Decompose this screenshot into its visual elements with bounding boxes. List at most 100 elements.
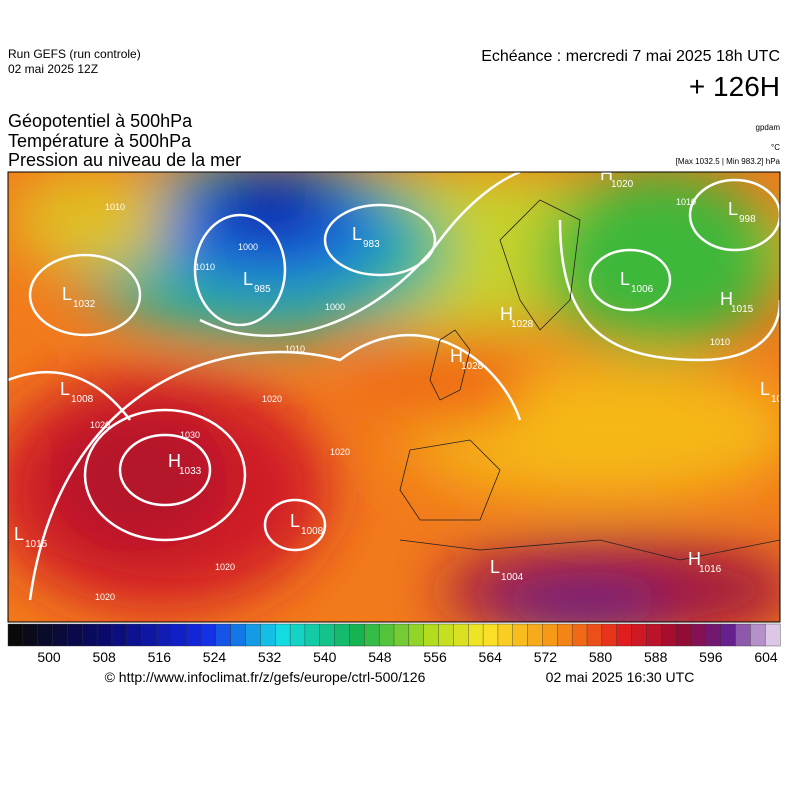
- center-symbol: L: [243, 269, 253, 289]
- colorbar-swatch: [438, 623, 454, 647]
- coastlines: [399, 199, 780, 561]
- colorbar-swatch: [185, 623, 202, 647]
- colorbar-label: 604: [754, 649, 778, 665]
- colorbar-swatch: [616, 623, 633, 647]
- isobar-label: 1000: [325, 302, 345, 312]
- colorbar-label: 516: [148, 649, 172, 665]
- colorbar-swatch: [7, 623, 24, 647]
- title: Géopotentiel à 500hPa: [8, 111, 193, 131]
- center-value: 1028: [511, 319, 534, 330]
- colorbar-swatch: [497, 623, 514, 647]
- center-value: 1028: [461, 361, 484, 372]
- isobar-label: 1020: [95, 592, 115, 602]
- isobar-label: 1030: [180, 430, 200, 440]
- colorbar-label: 588: [644, 649, 668, 665]
- center-symbol: L: [62, 284, 72, 304]
- colorbar-swatch: [571, 623, 588, 647]
- colorbar-swatch: [705, 623, 722, 647]
- center-symbol: L: [352, 224, 362, 244]
- colorbar-swatch: [646, 623, 662, 647]
- colorbar-swatch: [512, 623, 529, 647]
- isobar-labels: 1010 1000 1010 1020 1030 1020 1020 1020 1010 1010…: [90, 197, 730, 602]
- colorbar-swatch: [764, 623, 781, 647]
- isobar-label: 1010: [676, 197, 696, 207]
- center-symbol: L: [290, 511, 300, 531]
- center-symbol: L: [14, 524, 24, 544]
- colorbar-swatch: [52, 623, 68, 647]
- colorbar-swatch: [289, 623, 306, 647]
- center-symbol: H: [450, 346, 463, 366]
- colorbar-label: 596: [699, 649, 723, 665]
- run-name: Run GEFS (run controle): [8, 47, 141, 61]
- center-value: 983: [363, 239, 380, 250]
- isobar-label: 1020: [262, 394, 282, 404]
- colorbar-swatch: [675, 623, 692, 647]
- colorbar: 500 508 516 524 532 540 548 556 564 572 580 588 596 6…: [7, 623, 781, 665]
- colorbar-swatch: [601, 623, 618, 647]
- center-value: 1033: [179, 466, 202, 477]
- center-value: 1015: [25, 539, 48, 550]
- center-symbol: H: [720, 289, 733, 309]
- center-symbol: L: [620, 269, 630, 289]
- isobar-label: 1020: [330, 447, 350, 457]
- title: Température à 500hPa: [8, 131, 192, 151]
- colorbar-swatch: [750, 623, 766, 647]
- isobar-label: 1020: [215, 562, 235, 572]
- center-symbol: H: [500, 304, 513, 324]
- lead-time: + 126H: [689, 71, 780, 102]
- center-value: 985: [254, 284, 271, 295]
- colorbar-swatch: [527, 623, 543, 647]
- colorbar-swatch: [364, 623, 380, 647]
- colorbar-label: 564: [479, 649, 503, 665]
- unit: gpdam: [756, 123, 781, 132]
- center-value: 1016: [699, 564, 722, 575]
- center-value: 1032: [73, 299, 96, 310]
- isobar-label: 1010: [285, 344, 305, 354]
- colorbar-swatch: [586, 623, 603, 647]
- colorbar-swatch: [126, 623, 143, 647]
- colorbar-swatch: [482, 623, 499, 647]
- colorbar-swatch: [141, 623, 157, 647]
- colorbar-label: 540: [313, 649, 337, 665]
- colorbar-swatch: [171, 623, 187, 647]
- colorbar-swatch: [156, 623, 172, 647]
- colorbar-swatch: [260, 623, 276, 647]
- colorbar-swatch: [215, 623, 232, 647]
- colorbar-label: 580: [589, 649, 613, 665]
- isobars: [8, 172, 780, 601]
- colorbar-label: 572: [534, 649, 558, 665]
- center-symbol: L: [490, 557, 500, 577]
- colorbar-swatch: [735, 623, 751, 647]
- colorbar-swatch: [378, 623, 395, 647]
- colorbar-swatch: [690, 623, 707, 647]
- colorbar-swatch: [96, 623, 113, 647]
- colorbar-label: 532: [258, 649, 282, 665]
- colorbar-swatch: [304, 623, 321, 647]
- center-symbol: H: [688, 549, 701, 569]
- colorbar-swatch: [319, 623, 336, 647]
- center-value: 998: [739, 214, 756, 225]
- source-url: © http://www.infoclimat.fr/z/gefs/europe…: [105, 669, 426, 685]
- colorbar-swatch: [661, 623, 677, 647]
- colorbar-swatch: [542, 623, 558, 647]
- unit: °C: [771, 143, 780, 152]
- isobar-label: 1010: [710, 337, 730, 347]
- center-symbol: H: [600, 164, 613, 184]
- center-value: 1020: [611, 179, 634, 190]
- isobar-label: 1010: [105, 202, 125, 212]
- colorbar-swatch: [37, 623, 54, 647]
- colorbar-swatch: [230, 623, 247, 647]
- colorbar-swatch: [423, 623, 440, 647]
- colorbar-swatch: [334, 623, 350, 647]
- isobar-label: 1020: [90, 420, 110, 430]
- issue-time: 02 mai 2025 16:30 UTC: [546, 669, 695, 685]
- run-date: 02 mai 2025 12Z: [8, 62, 98, 76]
- center-symbol: H: [168, 451, 181, 471]
- colorbar-swatch: [408, 623, 425, 647]
- colorbar-swatch: [245, 623, 261, 647]
- colorbar-label: 508: [92, 649, 116, 665]
- center-value: 1008: [71, 394, 94, 405]
- colorbar-label: 524: [203, 649, 227, 665]
